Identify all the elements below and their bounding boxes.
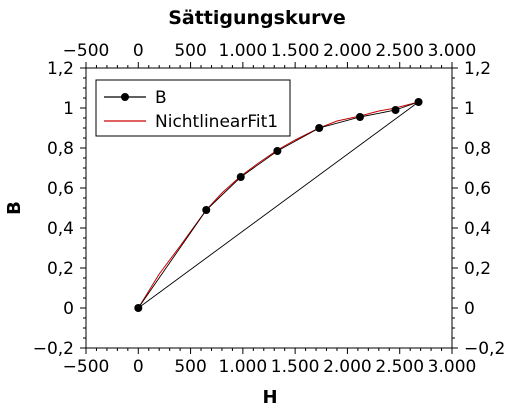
x-axis-bottom: −500 0 500 1.000 1.500 2.000 2.500 3.000 [63,348,477,377]
data-point-b [391,106,400,114]
x-tick-label-top: 500 [174,41,206,61]
y-tick-label-left: 1,2 [47,59,74,79]
data-point-b [273,147,282,155]
x-tick-label-top: 3.000 [428,41,477,61]
legend-swatch-marker-b [121,93,129,101]
data-point-b [134,304,143,312]
y-axis-title: B [4,201,25,215]
y-tick-label-right: 0 [464,299,475,319]
y-tick-label-right: 0,4 [464,219,491,239]
y-tick-label-right: 1,2 [464,59,491,79]
y-tick-label-right: 1 [464,99,475,119]
x-tick-label-top: 0 [133,41,144,61]
y-tick-label-left: 0,4 [47,219,74,239]
x-tick-label-top: 2.000 [323,41,372,61]
data-point-b [355,113,364,121]
x-tick-label-bottom: 0 [133,357,144,377]
x-tick-label-bottom: 3.000 [428,357,477,377]
x-tick-label-bottom: −500 [63,357,110,377]
legend-label-b: B [155,88,167,108]
y-axis-right: −0,2 0 0,2 0,4 0,6 0,8 1 1,2 [452,59,505,359]
x-tick-label-bottom: 1.500 [271,357,320,377]
y-tick-label-left: −0,2 [33,339,74,359]
y-axis-left: −0,2 0 0,2 0,4 0,6 0,8 1 1,2 [33,59,86,359]
x-tick-label-bottom: 2.000 [323,357,372,377]
x-tick-label-top: −500 [63,41,110,61]
data-point-b [202,206,211,214]
y-tick-label-right: 0,8 [464,139,491,159]
data-point-b [315,124,324,132]
x-tick-label-top: 1.500 [271,41,320,61]
x-axis-top: −500 0 500 1.000 1.500 2.000 2.500 3.000 [63,41,477,68]
legend-box [95,79,291,137]
x-tick-label-bottom: 2.500 [375,357,424,377]
legend: B NichtlinearFit1 [95,79,291,137]
chart-title: Sättigungskurve [168,7,346,29]
x-axis-title: H [262,387,277,408]
x-tick-label-bottom: 500 [174,357,206,377]
y-tick-label-right: −0,2 [464,339,505,359]
x-tick-label-top: 1.000 [219,41,268,61]
y-tick-label-right: 0,2 [464,259,491,279]
data-point-b [236,173,245,181]
y-tick-label-left: 0,2 [47,259,74,279]
legend-label-fit: NichtlinearFit1 [155,112,278,132]
data-point-b [414,98,423,106]
x-tick-label-bottom: 1.000 [219,357,268,377]
y-tick-label-left: 1 [63,99,74,119]
series-layer [134,98,423,312]
x-tick-label-top: 2.500 [375,41,424,61]
y-tick-label-right: 0,6 [464,179,491,199]
y-tick-label-left: 0 [63,299,74,319]
y-tick-label-left: 0,6 [47,179,74,199]
y-tick-label-left: 0,8 [47,139,74,159]
